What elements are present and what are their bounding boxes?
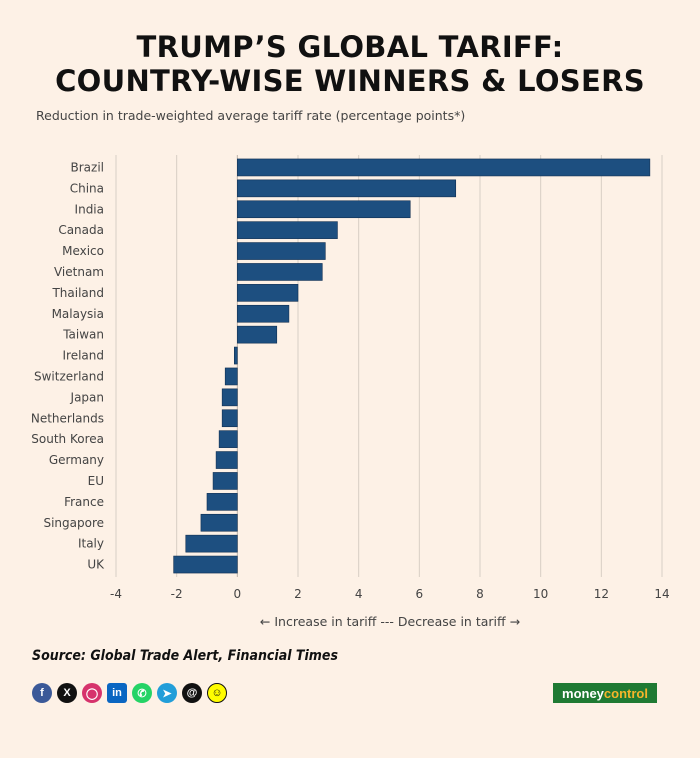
grid-lines <box>115 155 663 577</box>
title-line-2: COUNTRY-WISE WINNERS & LOSERS <box>55 64 645 98</box>
x-tick-label: 2 <box>294 587 302 601</box>
category-label: Taiwan <box>62 328 104 342</box>
category-label: Thailand <box>51 286 104 300</box>
category-label: Brazil <box>71 160 105 174</box>
threads-icon[interactable]: @ <box>182 683 202 703</box>
telegram-icon[interactable]: ➤ <box>157 683 177 703</box>
category-label: UK <box>87 558 105 572</box>
x-tick-label: -2 <box>171 587 183 601</box>
category-label: Singapore <box>43 516 104 530</box>
bar-singapore <box>200 513 238 532</box>
bar-france <box>206 493 238 511</box>
linkedin-icon[interactable]: in <box>107 683 127 703</box>
bar-italy <box>185 534 238 553</box>
moneycontrol-logo: money control <box>553 683 657 703</box>
category-label: Canada <box>58 223 104 237</box>
axis-direction-note: ← Increase in tariff --- Decrease in tar… <box>259 614 521 629</box>
title-line-1: TRUMP’S GLOBAL TARIFF: <box>136 30 564 64</box>
bar-vietnam <box>237 263 323 281</box>
bar-india <box>237 200 411 219</box>
bar-japan <box>221 388 238 407</box>
bars <box>173 158 651 574</box>
bar-china <box>237 179 457 198</box>
category-label: Italy <box>78 537 104 551</box>
x-tick-label: 4 <box>355 587 363 601</box>
category-label: Germany <box>49 453 104 467</box>
bar-switzerland <box>224 367 238 386</box>
x-tick-labels: -4 -2 0 2 4 6 8 10 12 14 <box>110 587 670 601</box>
category-label: Japan <box>70 390 104 404</box>
bar-south-korea <box>218 430 238 448</box>
x-tick-label: 14 <box>654 587 669 601</box>
x-tick-label: -4 <box>110 587 122 601</box>
chart-subtitle: Reduction in trade-weighted average tari… <box>36 108 466 123</box>
category-label: Malaysia <box>52 307 104 321</box>
bar-thailand <box>237 284 299 302</box>
bar-canada <box>237 221 338 239</box>
x-tick-label: 0 <box>234 587 242 601</box>
bar-chart: Brazil China India Canada Mexico Vietnam Thail… <box>31 155 670 601</box>
source-note: Source: Global Trade Alert, Financial Ti… <box>32 648 338 664</box>
category-label: France <box>64 495 104 509</box>
category-label: China <box>70 181 104 195</box>
facebook-icon[interactable]: f <box>32 683 52 703</box>
instagram-icon[interactable]: ◯ <box>82 683 102 703</box>
bar-brazil <box>237 158 651 177</box>
bar-uk <box>173 555 238 574</box>
chart-title: TRUMP’S GLOBAL TARIFF: COUNTRY-WISE WINN… <box>0 30 700 98</box>
whatsapp-icon[interactable]: ✆ <box>132 683 152 703</box>
x-tick-label: 12 <box>594 587 609 601</box>
bar-germany <box>215 451 238 469</box>
bar-taiwan <box>237 325 278 344</box>
x-icon[interactable]: X <box>57 683 77 703</box>
bar-ireland <box>234 346 238 365</box>
x-tick-label: 8 <box>476 587 484 601</box>
bar-mexico <box>237 242 326 260</box>
bar-netherlands <box>221 409 238 428</box>
bar-eu <box>212 472 238 490</box>
snapchat-icon[interactable]: ☺ <box>207 683 227 703</box>
category-label: Ireland <box>62 349 104 363</box>
x-tick-label: 10 <box>533 587 548 601</box>
x-tick-label: 6 <box>416 587 424 601</box>
category-labels: Brazil China India Canada Mexico Vietnam Thail… <box>31 160 105 571</box>
category-label: EU <box>88 474 104 488</box>
social-links: f X ◯ in ✆ ➤ @ ☺ <box>32 683 227 703</box>
category-label: Vietnam <box>54 265 104 279</box>
category-label: Switzerland <box>34 369 104 383</box>
category-label: India <box>75 202 104 216</box>
category-label: South Korea <box>31 432 104 446</box>
category-label: Netherlands <box>31 411 104 425</box>
category-label: Mexico <box>62 244 104 258</box>
bar-malaysia <box>237 304 290 323</box>
